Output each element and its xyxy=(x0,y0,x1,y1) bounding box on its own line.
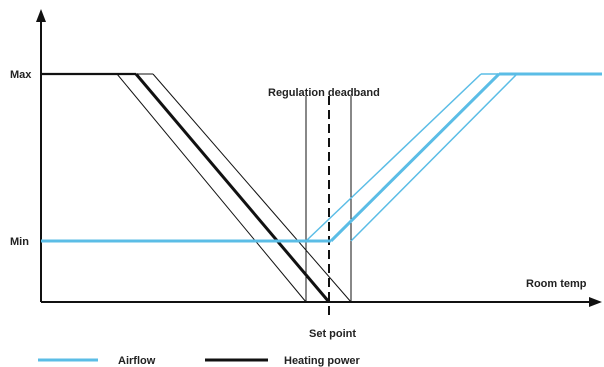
heating-band-right xyxy=(152,73,352,303)
heating-power-curves xyxy=(41,72,352,303)
heating-band-left xyxy=(116,73,307,303)
airflow-main-ramp xyxy=(329,72,501,243)
y-max-label: Max xyxy=(10,69,32,81)
heating-main-ramp xyxy=(134,73,331,303)
y-min-label: Min xyxy=(10,236,29,248)
legend: Airflow Heating power xyxy=(38,355,361,367)
x-axis-label: Room temp xyxy=(526,278,587,290)
airflow-curves xyxy=(41,72,602,243)
set-point-label: Set point xyxy=(309,328,356,340)
airflow-band-left xyxy=(305,73,482,242)
legend-airflow-label: Airflow xyxy=(118,355,156,367)
legend-heating-label: Heating power xyxy=(284,355,361,367)
y-axis-arrow-icon xyxy=(36,9,46,22)
x-axis-arrow-icon xyxy=(589,297,602,307)
axes xyxy=(36,9,602,307)
airflow-band-right xyxy=(350,73,518,242)
deadband-label: Regulation deadband xyxy=(268,87,380,99)
